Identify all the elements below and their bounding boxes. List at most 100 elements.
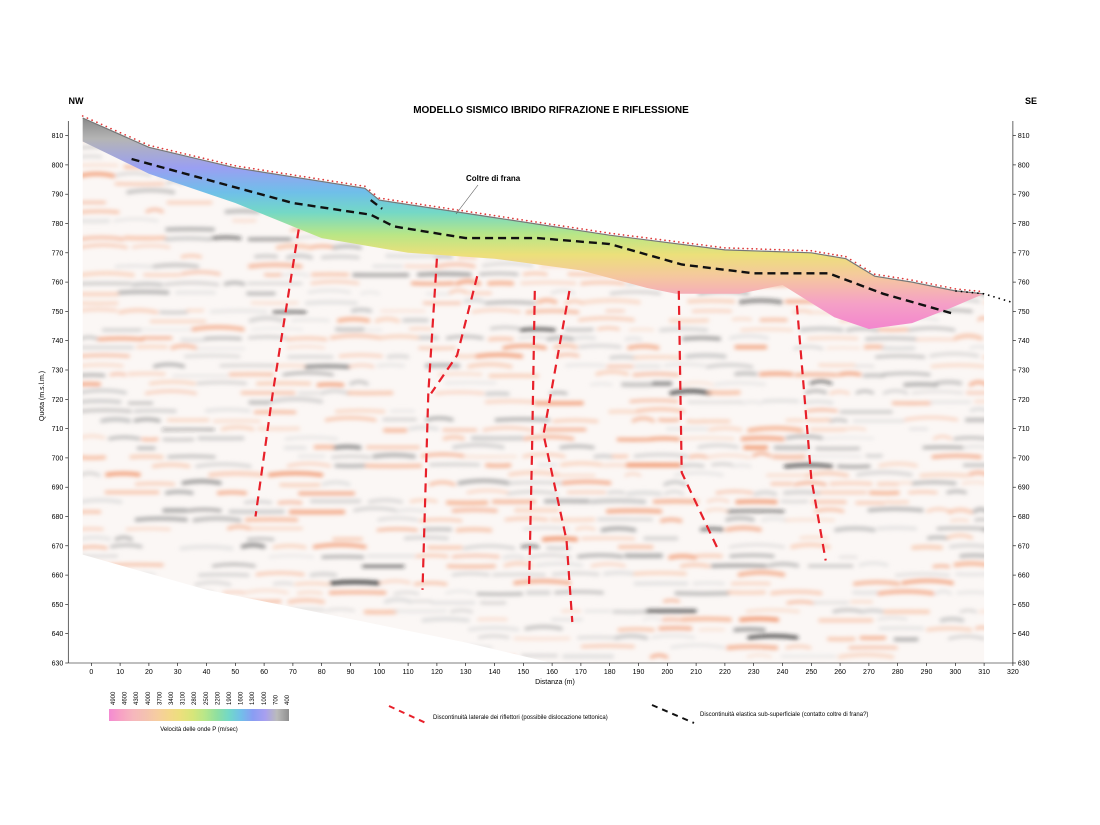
- reflection-stripe: [678, 172, 730, 178]
- survey-point: [832, 253, 834, 256]
- reflection-stripe: [706, 498, 730, 503]
- survey-point: [243, 166, 246, 169]
- y-tick-label-left: 690: [52, 485, 64, 492]
- reflection-stripe: [967, 188, 985, 195]
- survey-point: [152, 145, 155, 148]
- y-tick-label-right: 750: [1018, 309, 1030, 316]
- reflection-stripe: [287, 608, 325, 612]
- reflection-stripe: [580, 644, 636, 648]
- reflection-stripe: [582, 298, 641, 305]
- reflection-stripe: [919, 473, 969, 478]
- survey-point: [595, 230, 597, 233]
- reflection-stripe: [457, 255, 477, 260]
- y-ticks-left: 630 640 650 660 670 680 690 700 710 720 730 740 750 7…: [52, 133, 69, 668]
- reflection-stripe: [614, 634, 649, 640]
- survey-point: [849, 258, 852, 261]
- reflection-stripe: [272, 544, 307, 549]
- reflection-stripe: [97, 337, 145, 341]
- reflection-stripe: [117, 290, 170, 295]
- reflection-stripe: [845, 252, 893, 259]
- survey-point: [925, 282, 928, 284]
- survey-point: [299, 175, 301, 178]
- survey-point: [133, 138, 136, 140]
- reflection-stripe: [877, 616, 908, 621]
- reflection-stripe: [442, 435, 466, 441]
- survey-point: [184, 153, 187, 155]
- reflection-stripe: [799, 536, 829, 540]
- reflection-stripe: [107, 436, 141, 440]
- survey-point: [659, 238, 662, 241]
- reflection-stripe: [659, 517, 683, 523]
- reflection-stripe: [503, 561, 534, 568]
- survey-point: [345, 182, 348, 185]
- reflection-stripe: [600, 526, 637, 532]
- reflection-stripe: [964, 444, 985, 449]
- survey-point: [383, 197, 385, 200]
- reflection-stripe: [428, 144, 465, 150]
- reflection-stripe: [607, 135, 660, 140]
- survey-point: [271, 170, 274, 173]
- reflection-stripe: [234, 144, 290, 148]
- reflection-stripe: [502, 344, 547, 350]
- reflection-stripe: [240, 127, 264, 132]
- survey-point: [484, 213, 487, 216]
- colorbar-tick-label: 1300: [250, 691, 256, 705]
- reflection-stripe: [134, 572, 156, 577]
- reflection-stripe: [129, 454, 164, 459]
- legend-item-landslide: Discontinuità elastica sub-superficiale …: [651, 704, 868, 724]
- y-ticks-right: 630 640 650 660 670 680 690 700 710 720 730 740 750 7…: [1012, 133, 1030, 668]
- survey-point: [687, 242, 689, 245]
- reflection-stripe: [331, 626, 380, 632]
- x-tick-label: 70: [289, 669, 297, 676]
- reflection-stripe: [953, 436, 985, 441]
- reflection-stripe: [844, 246, 887, 249]
- survey-point: [664, 239, 666, 242]
- reflection-stripe: [700, 527, 725, 531]
- reflection-stripe: [382, 182, 437, 186]
- reflection-stripe: [578, 344, 622, 349]
- reflection-stripe: [981, 199, 985, 204]
- reflection-stripe: [484, 300, 536, 305]
- reflection-stripe: [624, 336, 643, 342]
- reflection-stripe: [972, 507, 985, 514]
- reflection-stripe: [832, 171, 876, 176]
- reflection-stripe: [286, 345, 326, 349]
- survey-point: [475, 211, 477, 214]
- x-tick-label: 40: [203, 669, 211, 676]
- y-tick-label-left: 670: [52, 543, 64, 550]
- reflection-stripe: [633, 571, 687, 576]
- survey-point: [461, 209, 464, 212]
- reflection-stripe: [876, 526, 917, 531]
- reflection-stripe: [731, 464, 752, 468]
- reflection-stripe: [882, 237, 918, 241]
- reflection-stripe: [451, 554, 500, 558]
- reflection-stripe: [295, 154, 332, 158]
- survey-point: [456, 209, 459, 211]
- reflection-stripe: [978, 610, 985, 614]
- reflection-stripe: [525, 309, 580, 314]
- x-tick-label: 260: [834, 669, 846, 676]
- y-tick-label-left: 760: [52, 280, 64, 287]
- reflection-stripe: [82, 363, 124, 367]
- reflection-stripe: [691, 309, 732, 313]
- reflection-stripe: [853, 580, 901, 586]
- survey-point: [911, 279, 913, 281]
- reflection-stripe: [403, 535, 449, 540]
- survey-point: [737, 247, 740, 250]
- reflection-stripe: [983, 181, 985, 187]
- survey-point: [378, 197, 381, 200]
- reflection-stripe: [590, 563, 626, 567]
- reflection-stripe: [82, 598, 124, 603]
- reflection-stripe: [738, 180, 782, 186]
- reflection-stripe: [679, 563, 711, 568]
- reflection-stripe: [449, 645, 493, 650]
- reflection-stripe: [770, 589, 823, 595]
- reflection-stripe: [82, 527, 104, 531]
- survey-point: [289, 173, 292, 176]
- survey-point: [608, 232, 611, 235]
- reflection-stripe: [224, 625, 258, 630]
- x-tick-label: 200: [661, 669, 673, 676]
- x-tick-label: 190: [633, 669, 645, 676]
- reflection-stripe: [580, 537, 636, 540]
- survey-point: [576, 227, 579, 230]
